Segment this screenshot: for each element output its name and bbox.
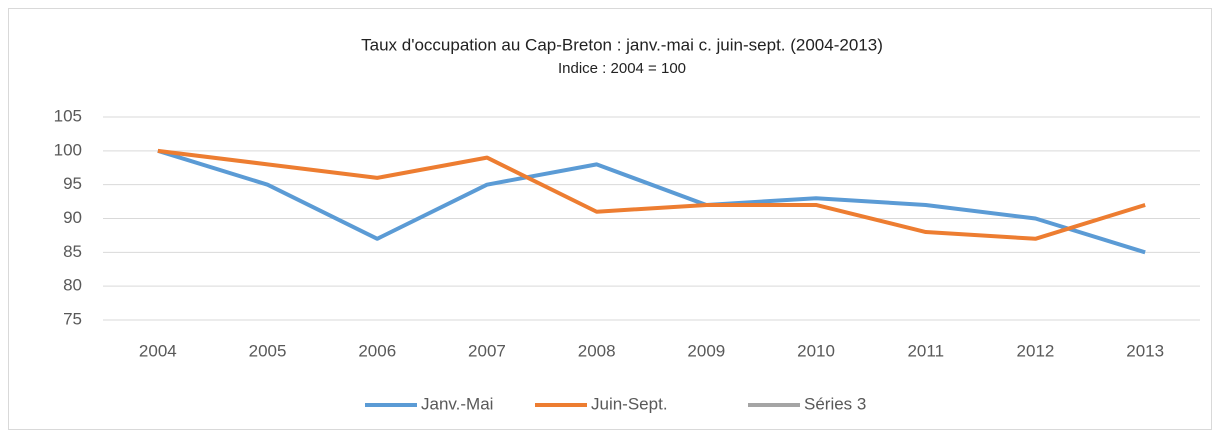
y-tick-label: 75 [63, 309, 82, 328]
x-tick-label: 2007 [468, 341, 506, 360]
x-tick-label: 2004 [139, 341, 177, 360]
legend-label: Janv.-Mai [421, 394, 493, 413]
y-tick-label: 90 [63, 208, 82, 227]
y-tick-label: 105 [54, 106, 82, 125]
y-tick-label: 85 [63, 242, 82, 261]
x-tick-label: 2013 [1126, 341, 1164, 360]
x-tick-label: 2010 [797, 341, 835, 360]
legend-label: Séries 3 [804, 394, 866, 413]
x-tick-label: 2006 [358, 341, 396, 360]
x-tick-label: 2009 [687, 341, 725, 360]
chart-subtitle: Indice : 2004 = 100 [558, 60, 686, 77]
y-tick-label: 80 [63, 276, 82, 295]
series-line [157, 148, 1146, 241]
series-line [157, 148, 1146, 255]
x-tick-label: 2012 [1017, 341, 1055, 360]
x-tick-label: 2005 [249, 341, 287, 360]
legend-label: Juin-Sept. [591, 394, 668, 413]
y-tick-label: 95 [63, 174, 82, 193]
chart-title: Taux d'occupation au Cap-Breton : janv.-… [361, 35, 883, 54]
x-tick-label: 2008 [578, 341, 616, 360]
x-tick-label: 2011 [907, 341, 944, 360]
y-tick-label: 100 [54, 140, 82, 159]
